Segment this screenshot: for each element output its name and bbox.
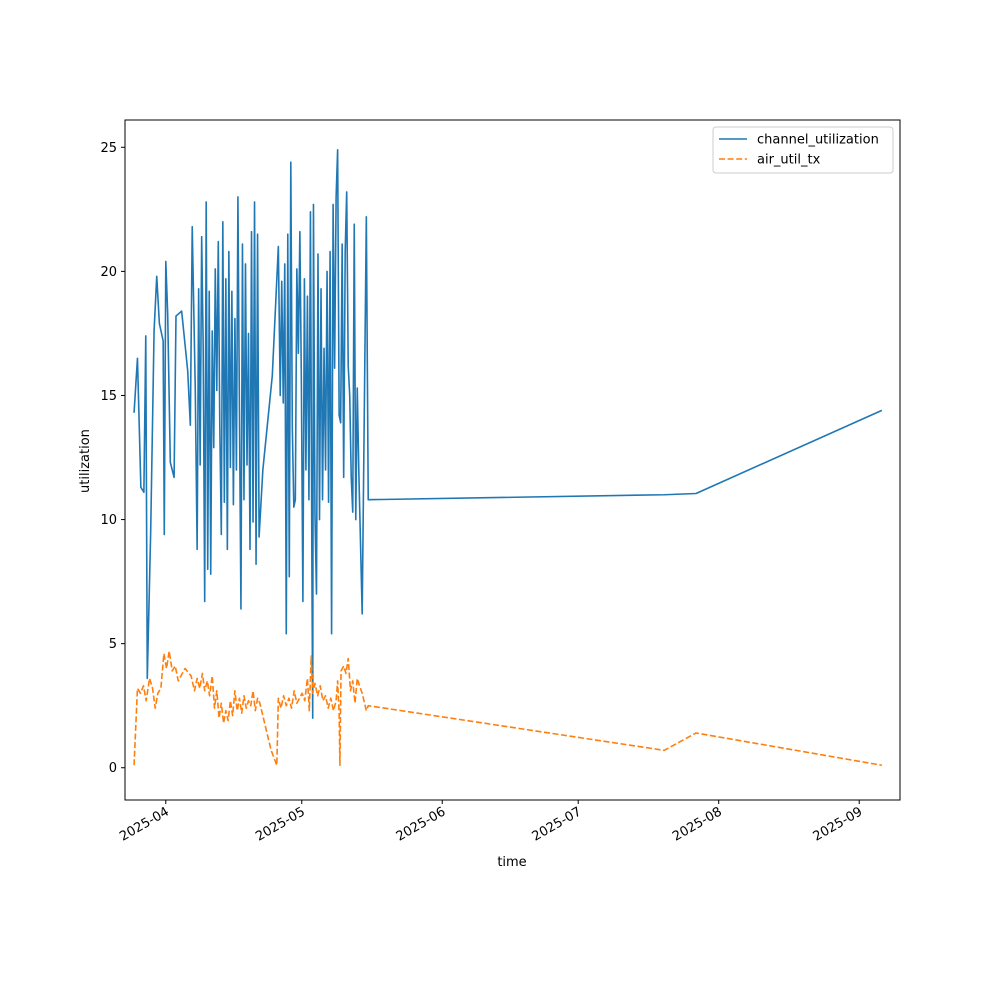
y-tick-label: 20 [100, 265, 117, 280]
series-line-air-util-tx [133, 650, 883, 767]
x-axis-label: time [497, 855, 526, 870]
legend-label-channel-utilization: channel_utilization [757, 133, 879, 148]
legend: channel_utilization air_util_tx [712, 126, 894, 174]
y-axis-label: utilization [78, 429, 93, 493]
y-axis: 0 5 10 15 20 25 [100, 141, 125, 776]
series-layer [133, 148, 883, 767]
plot-frame [124, 119, 901, 801]
y-tick-label: 10 [100, 513, 117, 528]
y-tick-label: 5 [109, 637, 117, 652]
legend-label-air-util-tx: air_util_tx [757, 153, 821, 168]
y-tick-label: 25 [100, 141, 117, 156]
series-line-channel-utilization [133, 148, 883, 719]
y-tick-label: 15 [100, 389, 117, 404]
legend-box [712, 126, 894, 174]
y-tick-label: 0 [109, 761, 117, 776]
